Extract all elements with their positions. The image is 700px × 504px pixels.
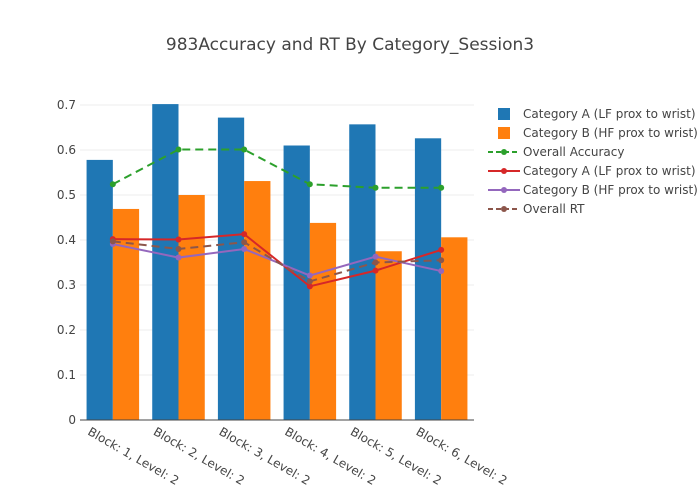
bar[interactable] — [414, 138, 442, 421]
series-point[interactable] — [372, 259, 379, 266]
line-layer — [109, 146, 445, 290]
series-point[interactable] — [306, 181, 313, 188]
y-tick-label: 0.3 — [57, 278, 76, 292]
legend-marker — [501, 168, 507, 174]
series-point[interactable] — [372, 184, 379, 191]
series-point[interactable] — [438, 257, 445, 264]
series-point[interactable] — [109, 181, 116, 188]
bar[interactable] — [178, 195, 205, 420]
legend-item[interactable]: Overall Accuracy — [488, 145, 624, 159]
series-point[interactable] — [175, 254, 182, 261]
legend-marker — [501, 206, 507, 212]
bar[interactable] — [375, 251, 402, 420]
y-tick-label: 0.2 — [57, 323, 76, 337]
legend-item[interactable]: Overall RT — [488, 202, 585, 216]
series-line[interactable] — [112, 233, 442, 288]
legend-item[interactable]: Category A (LF prox to wrist) — [498, 107, 696, 121]
y-tick-label: 0.4 — [57, 233, 76, 247]
series-point[interactable] — [175, 146, 182, 153]
legend-marker — [501, 187, 507, 193]
legend-label: Category B (HF prox to wrist) — [523, 126, 698, 140]
bar[interactable] — [441, 237, 468, 420]
legend-swatch — [498, 108, 510, 120]
y-tick-label: 0.1 — [57, 368, 76, 382]
series-point[interactable] — [241, 246, 248, 252]
series-point[interactable] — [306, 278, 313, 285]
bar[interactable] — [86, 159, 113, 420]
bar[interactable] — [112, 208, 140, 420]
series-point[interactable] — [372, 253, 379, 260]
chart-title: 983Accuracy and RT By Category_Session3 — [166, 35, 534, 55]
bar[interactable] — [217, 117, 245, 420]
legend[interactable]: Category A (LF prox to wrist) Category B … — [488, 107, 698, 216]
y-tick-label: 0.5 — [57, 188, 76, 202]
series-point[interactable] — [109, 238, 116, 245]
legend-swatch — [498, 127, 510, 139]
y-tick-label: 0.6 — [57, 143, 76, 157]
legend-label: Category B (HF prox to wrist) — [523, 183, 698, 197]
series-point[interactable] — [306, 272, 313, 279]
series-point[interactable] — [306, 283, 313, 290]
y-tick-label: 0 — [68, 413, 76, 427]
series-line[interactable] — [112, 240, 442, 283]
bar[interactable] — [244, 181, 271, 420]
series-point[interactable] — [438, 184, 445, 191]
y-tick-label: 0.7 — [57, 98, 76, 112]
series-point[interactable] — [372, 267, 379, 274]
legend-label: Category A (LF prox to wrist) — [523, 107, 696, 121]
series-point[interactable] — [241, 231, 248, 238]
series-point[interactable] — [241, 146, 248, 153]
legend-label: Overall Accuracy — [523, 145, 624, 159]
series-point[interactable] — [438, 268, 445, 275]
legend-item[interactable]: Category B (HF prox to wrist) — [498, 126, 698, 140]
bar[interactable] — [309, 222, 337, 420]
legend-label: Overall RT — [523, 202, 585, 216]
series-point[interactable] — [241, 239, 248, 246]
legend-marker — [501, 149, 507, 155]
legend-item[interactable]: Category A (LF prox to wrist) — [488, 164, 696, 178]
series-point[interactable] — [175, 246, 182, 252]
series-point[interactable] — [438, 246, 445, 253]
series-point[interactable] — [175, 236, 182, 243]
legend-label: Category A (LF prox to wrist) — [523, 164, 696, 178]
series-line[interactable] — [112, 148, 442, 189]
legend-item[interactable]: Category B (HF prox to wrist) — [488, 183, 698, 197]
